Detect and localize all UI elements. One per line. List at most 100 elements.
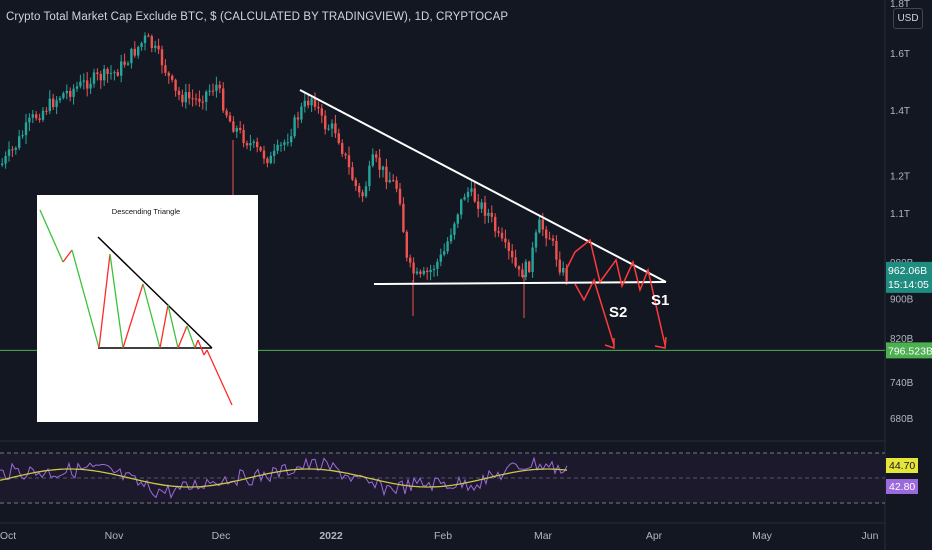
- candle-body: [48, 98, 51, 112]
- candle-body: [415, 271, 419, 274]
- y-tick-label: 740B: [890, 378, 914, 389]
- candle-body: [351, 167, 354, 180]
- candle-body: [208, 90, 211, 92]
- inset-price-leg: [194, 339, 199, 349]
- candle-body: [371, 154, 374, 166]
- candle-body: [517, 266, 521, 270]
- inset-price-leg: [98, 253, 111, 349]
- candle-body: [11, 149, 14, 151]
- candle-body: [330, 123, 334, 129]
- candle-body: [460, 199, 463, 215]
- candle-body: [273, 150, 276, 156]
- annotation-s2: S2: [609, 304, 627, 321]
- candle-body: [92, 72, 96, 84]
- arrow-head: [604, 338, 615, 350]
- candle-body: [456, 214, 459, 224]
- y-tick-label: 1.2T: [890, 172, 910, 183]
- candle-body: [137, 46, 140, 56]
- candle-body: [232, 121, 235, 132]
- candle-body: [483, 202, 487, 216]
- candle-body: [313, 98, 317, 107]
- candle-body: [466, 191, 470, 198]
- y-tick-label: 1.1T: [890, 209, 910, 220]
- candle-body: [1, 163, 4, 165]
- candle-body: [473, 188, 476, 202]
- x-tick-label: Jun: [862, 530, 879, 542]
- candle-body: [18, 136, 21, 148]
- triangle-support-line: [373, 281, 667, 285]
- candle-body: [500, 232, 504, 239]
- y-tick-label: 680B: [890, 414, 914, 425]
- candle-body: [171, 75, 174, 80]
- candle-body: [188, 92, 191, 99]
- candle-body: [103, 68, 106, 81]
- candle-body: [116, 72, 119, 76]
- candle-body: [337, 133, 340, 144]
- inset-title: Descending Triangle: [112, 207, 180, 216]
- currency-button[interactable]: USD: [893, 8, 923, 29]
- rsi-ma-value: 44.70: [889, 460, 915, 472]
- candle-body: [143, 35, 147, 44]
- candle-body: [38, 118, 41, 120]
- candle-body: [242, 130, 245, 144]
- candle-body: [65, 90, 68, 94]
- candle-body: [140, 43, 143, 47]
- candle-body: [249, 143, 252, 146]
- candle-body: [120, 61, 123, 76]
- candle-body: [7, 149, 11, 156]
- candle-body: [157, 45, 160, 50]
- candle-body: [446, 241, 449, 252]
- candle-body: [368, 165, 371, 187]
- candle-body: [511, 250, 514, 258]
- support-level-label: 796.523B: [888, 345, 932, 357]
- y-tick-label: 900B: [890, 294, 914, 305]
- candle-body: [154, 45, 157, 48]
- candle-body: [439, 254, 442, 262]
- candle-body: [205, 91, 208, 102]
- x-tick-label: Oct: [0, 530, 16, 542]
- candle-body: [422, 270, 425, 275]
- candle-body: [167, 72, 170, 76]
- candle-body: [487, 212, 490, 216]
- candle-body: [174, 79, 177, 91]
- candle-body: [327, 128, 330, 130]
- candle-body: [449, 234, 453, 242]
- inset-price-leg: [177, 325, 188, 349]
- candle-body: [494, 216, 497, 232]
- candle-body: [409, 257, 412, 263]
- inset-price-leg: [142, 283, 161, 349]
- candle-body: [324, 115, 327, 130]
- candle-body: [521, 269, 524, 277]
- x-tick-label: Feb: [434, 530, 452, 542]
- candle-body: [266, 158, 269, 164]
- candle-body: [177, 90, 181, 95]
- candle-body: [334, 123, 337, 134]
- candle-body: [463, 197, 466, 200]
- y-tick-label: 1.8T: [890, 0, 910, 10]
- candle-body: [341, 143, 344, 154]
- projection-path-s1: [565, 238, 666, 346]
- rsi-pane: 44.70 42.80: [0, 452, 918, 504]
- candle-body: [194, 98, 198, 100]
- candle-body: [126, 63, 130, 65]
- x-tick-label: Apr: [646, 530, 663, 542]
- candle-body: [344, 153, 347, 156]
- candle-body: [164, 65, 167, 73]
- candle-body: [21, 135, 24, 137]
- candle-body: [555, 240, 558, 260]
- candle-body: [443, 251, 446, 255]
- candle-body: [317, 106, 320, 109]
- candle-body: [531, 247, 534, 272]
- candle-body: [123, 61, 126, 65]
- candle-body: [96, 72, 99, 75]
- candle-body: [392, 180, 395, 182]
- y-tick-label: 1.4T: [890, 106, 910, 117]
- rsi-ma-badge: [886, 458, 918, 473]
- candle-body: [147, 35, 150, 37]
- rsi-line: [0, 456, 568, 500]
- candle-body: [504, 238, 507, 243]
- candle-body: [558, 259, 561, 273]
- candle-body: [256, 141, 259, 148]
- candle-body: [296, 117, 300, 120]
